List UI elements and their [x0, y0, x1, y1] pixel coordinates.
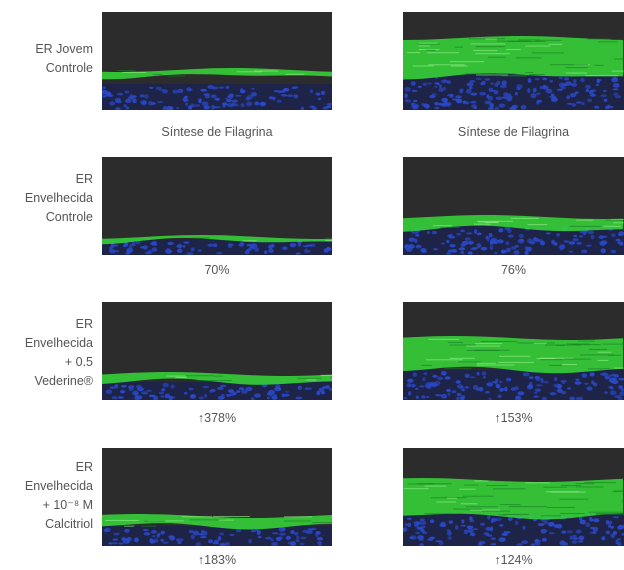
- row-label-line: ER: [75, 317, 93, 331]
- row-label-line: Vederine®: [34, 374, 93, 388]
- micrograph-young-control-right: [403, 12, 624, 110]
- row-label-line: ER Jovem: [35, 42, 93, 56]
- caption-row2-left: 70%: [204, 263, 230, 277]
- caption-row4-right: ↑124%: [494, 553, 533, 567]
- row-label-line: ER: [75, 172, 93, 186]
- caption-row3-right: ↑153%: [494, 411, 533, 425]
- row-label-line: Calcitriol: [45, 517, 93, 531]
- row-label-2: ER Envelhecida Controle: [0, 170, 93, 227]
- row-label-line: Envelhecida: [24, 336, 93, 350]
- caption-row2-right: 76%: [500, 263, 527, 277]
- row-label-3: ER Envelhecida + 0.5 Vederine®: [0, 315, 93, 391]
- micrograph-aged-control-left: [102, 157, 332, 255]
- row-label-line: ER: [75, 460, 93, 474]
- caption-row4-left: ↑183%: [197, 553, 237, 567]
- caption-row3-left: ↑378%: [197, 411, 237, 425]
- row-label-line: Controle: [45, 210, 93, 224]
- row-label-line: Controle: [45, 61, 93, 75]
- row-label-line: + 10⁻⁸ M: [42, 498, 93, 512]
- row-label-1: ER Jovem Controle: [0, 40, 93, 78]
- micrograph-young-control-left: [102, 12, 332, 110]
- caption-row1-right: Síntese de Filagrina: [457, 125, 570, 139]
- micrograph-aged-control-right: [403, 157, 624, 255]
- micrograph-aged-calcitriol-right: [403, 448, 624, 546]
- row-label-line: Envelhecida: [24, 479, 93, 493]
- row-label-line: + 0.5: [64, 355, 93, 369]
- micrograph-aged-vederine-left: [102, 302, 332, 400]
- micrograph-aged-vederine-right: [403, 302, 624, 400]
- row-label-line: Envelhecida: [24, 191, 93, 205]
- micrograph-aged-calcitriol-left: [102, 448, 332, 546]
- row-label-4: ER Envelhecida + 10⁻⁸ M Calcitriol: [0, 458, 93, 534]
- caption-row1-left: Síntese de Filagrina: [161, 125, 273, 139]
